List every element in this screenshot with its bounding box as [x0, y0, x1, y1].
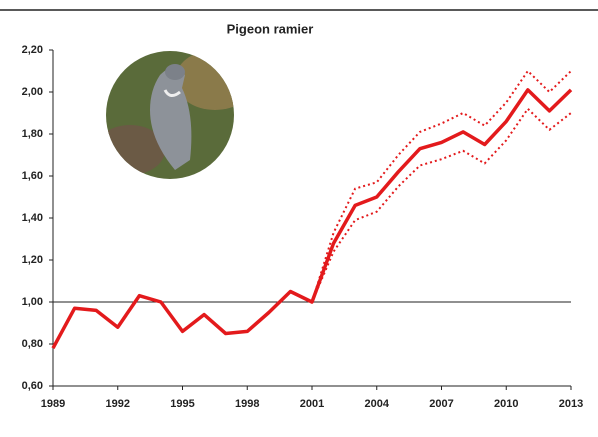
y-tick-label: 1,80: [22, 128, 43, 140]
y-tick-label: 1,60: [22, 170, 43, 182]
y-tick-label: 1,00: [22, 296, 43, 308]
x-tick-label: 1995: [170, 398, 194, 410]
x-tick-label: 1998: [235, 398, 259, 410]
y-tick-label: 1,40: [22, 212, 43, 224]
y-tick-label: 0,60: [22, 380, 43, 392]
x-tick-label: 2001: [300, 398, 324, 410]
x-tick-label: 2010: [494, 398, 518, 410]
x-tick-label: 2013: [559, 398, 583, 410]
y-tick-label: 0,80: [22, 338, 43, 350]
x-tick-label: 1992: [106, 398, 130, 410]
y-tick-label: 2,20: [22, 44, 43, 56]
x-tick-label: 1989: [41, 398, 65, 410]
y-tick-label: 1,20: [22, 254, 43, 266]
confidence-line: [311, 107, 572, 303]
pigeon-photo: [106, 51, 234, 179]
x-tick-label: 2004: [365, 398, 390, 410]
chart-title: Pigeon ramier: [227, 21, 314, 36]
y-tick-label: 2,00: [22, 86, 43, 98]
x-tick-label: 2007: [429, 398, 453, 410]
confidence-line: [311, 70, 572, 303]
